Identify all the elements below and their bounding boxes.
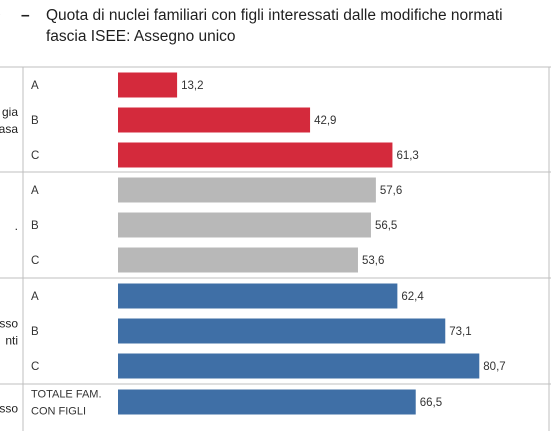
chart-title-line-2: fascia ISEE: Assegno unico	[46, 28, 236, 45]
bar-value-label: 42,9	[314, 115, 336, 127]
row-category-label: A	[31, 185, 39, 197]
bar-value-label: 66,5	[420, 397, 442, 409]
bar-value-label: 80,7	[483, 361, 505, 373]
bar	[118, 283, 398, 309]
row-category-label: C	[31, 361, 39, 373]
bar-value-label: 61,3	[396, 150, 418, 162]
row-category-label: B	[31, 326, 39, 338]
group-label: sso	[0, 402, 18, 416]
figure-title-block: 9 – Quota di nuclei familiari con figli …	[0, 2, 551, 46]
bar-value-label: 62,4	[401, 291, 424, 303]
row-category-label: C	[31, 255, 39, 267]
group-label: gia	[2, 105, 18, 119]
row-category-label: A	[31, 80, 39, 92]
row-category-label: B	[31, 220, 39, 232]
row-category-label: C	[31, 150, 39, 162]
bar	[118, 247, 358, 273]
bar	[118, 107, 311, 133]
bar	[118, 353, 480, 379]
figure-dash: –	[21, 7, 30, 24]
bar	[118, 318, 446, 344]
bar-value-label: 13,2	[181, 80, 203, 92]
bar	[118, 389, 416, 415]
chart-title-line-1: Quota di nuclei familiari con figli inte…	[46, 7, 503, 24]
bar-value-label: 53,6	[362, 255, 384, 267]
bar-value-label: 73,1	[449, 326, 471, 338]
bar-value-label: 57,6	[380, 185, 402, 197]
bar	[118, 72, 178, 98]
bar	[118, 142, 393, 168]
group-label: nti	[5, 334, 18, 348]
figure-number: 9	[0, 5, 1, 26]
row-category-label: A	[31, 291, 39, 303]
bar	[118, 212, 371, 238]
bar	[118, 177, 376, 203]
group-label: sso	[0, 317, 18, 331]
group-label: .	[15, 219, 18, 233]
row-category-label: TOTALE FAM.	[31, 389, 102, 401]
row-category-label: CON FIGLI	[31, 406, 86, 418]
bar-value-label: 56,5	[375, 220, 397, 232]
row-category-label: B	[31, 115, 39, 127]
group-label: asa	[0, 122, 18, 136]
